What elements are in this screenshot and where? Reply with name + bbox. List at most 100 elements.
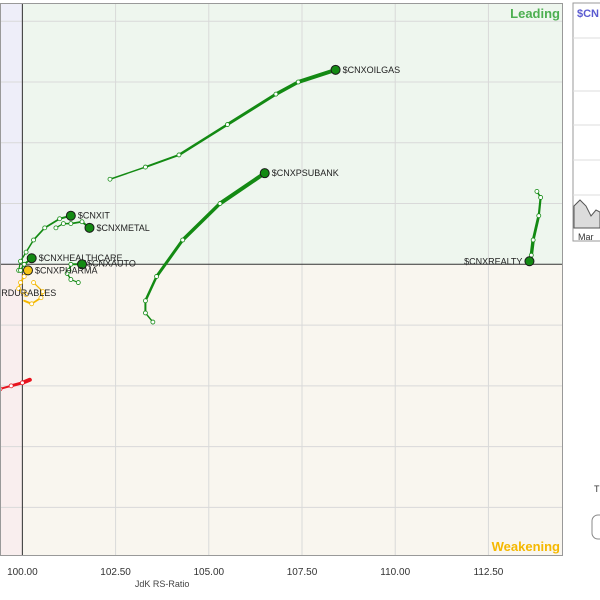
tail-point (150, 319, 156, 325)
weakening-quadrant (22, 264, 564, 556)
symbol-label: $CNXIT (78, 211, 111, 221)
side-partial-text: T (594, 484, 600, 494)
tail-point (57, 216, 63, 222)
tail-point (273, 91, 279, 97)
side-control[interactable] (591, 514, 600, 540)
tail-head[interactable] (65, 210, 76, 221)
lagging-quadrant (0, 264, 23, 556)
tail-consumerdurables[interactable]: CONSUMERDURABLES (0, 280, 56, 307)
tail-point (53, 225, 59, 231)
tail-point (143, 298, 148, 304)
tail-point (68, 277, 74, 282)
tail-point (180, 237, 186, 243)
tail-segment (529, 238, 535, 257)
tail-point (75, 280, 81, 285)
tail-segment (217, 171, 267, 206)
tail-cnxpsubank[interactable]: $CNXPSUBANK (143, 168, 339, 325)
tail-segment (180, 201, 222, 242)
tail-point (143, 164, 148, 170)
tail-point (8, 383, 14, 389)
tail-cnxrealty[interactable]: $CNXREALTY (464, 188, 544, 267)
tail-segment (144, 153, 180, 169)
symbol-label: $CNXHEALTHCARE (39, 253, 123, 263)
x-tick-label: 110.00 (380, 567, 410, 578)
side-month-label: Mar (578, 232, 594, 242)
leading-label: Leading (510, 6, 560, 21)
leading-quadrant (22, 3, 564, 265)
tail-point (79, 219, 85, 225)
tail-point (143, 310, 148, 316)
symbol-label: $CNXAUTO (87, 258, 136, 268)
tail-point (16, 286, 22, 292)
tail-point (225, 122, 230, 127)
rrg-tails: $CNXOILGAS $CNXPSUBANK $CNXREALTY $CNXIT $CN… (0, 64, 544, 392)
tail-cnxmetal[interactable]: $CNXMETAL (53, 219, 150, 233)
weakening-label: Weakening (492, 539, 560, 554)
symbol-label: $CNXPHARMA (35, 265, 98, 275)
x-tick-label: 107.50 (287, 567, 318, 578)
tail-head[interactable] (259, 168, 270, 179)
side-panel-frame (572, 2, 600, 242)
symbol-label: $CNXOILGAS (343, 65, 401, 75)
x-tick-label: 105.00 (193, 567, 224, 578)
tail-cnxoilgas[interactable]: $CNXOILGAS (107, 64, 401, 182)
tail-point (536, 213, 542, 219)
tail-point (295, 79, 301, 85)
tail-point (29, 301, 35, 307)
x-tick-label: 100.00 (7, 567, 38, 578)
tail-point (21, 274, 27, 279)
x-tick-label: 102.50 (100, 567, 131, 578)
tail-point (217, 201, 223, 206)
tail-point (23, 292, 29, 298)
tail-point (538, 195, 544, 200)
symbol-label: $CNXREALTY (464, 256, 522, 266)
tail-point (38, 295, 44, 301)
tail-point (18, 267, 23, 273)
tail-point (42, 225, 48, 231)
tail-head[interactable] (22, 265, 33, 276)
tail-point (31, 280, 36, 285)
tail-segment (537, 196, 542, 217)
symbol-label: $CNXMETAL (96, 223, 149, 233)
tail-point (68, 261, 74, 267)
tail-head[interactable] (77, 259, 88, 270)
tail-cnxpharma[interactable]: $CNXPHARMA (16, 265, 98, 298)
x-axis-ticks: 100.00 102.50 105.00 107.50 110.00 112.50 (7, 567, 504, 578)
grid-lines (0, 3, 563, 556)
tail-head[interactable] (524, 256, 535, 267)
tail-point (60, 221, 66, 226)
side-title-bg (575, 6, 600, 20)
tail-segment (144, 275, 158, 303)
tail-point (66, 267, 72, 273)
tail-point (534, 188, 540, 194)
tail-segment (225, 92, 278, 127)
tail-segment (274, 80, 301, 96)
plot-border (0, 3, 563, 556)
tail-point (107, 176, 113, 182)
tail-segment (109, 166, 147, 180)
tail-point (530, 237, 536, 243)
tail-head[interactable] (330, 64, 341, 75)
x-tick-label: 112.50 (474, 567, 504, 578)
tail-segment (43, 217, 61, 229)
plot-area: Leading Weakening $CNXOILGAS$CNXPSUBANK$… (0, 3, 564, 556)
tail-segment (531, 214, 541, 242)
tail-point (31, 237, 36, 243)
tail-point (18, 280, 23, 285)
tail-point (19, 289, 25, 295)
side-panel-title: $CN (577, 8, 599, 20)
tail-segment (177, 123, 229, 157)
tail-point (18, 258, 23, 264)
tail-head[interactable] (26, 253, 37, 264)
tail-cnxauto[interactable]: $CNXAUTO (64, 258, 136, 285)
tail-unnamed[interactable] (0, 377, 32, 392)
tail-head[interactable] (84, 222, 95, 233)
tail-point (23, 249, 29, 255)
tail-cnxhealthcare[interactable]: $CNXHEALTHCARE (18, 253, 123, 273)
symbol-label: $CNXPSUBANK (272, 168, 339, 178)
tail-point (68, 221, 74, 226)
improving-quadrant (0, 3, 23, 265)
tail-point (176, 152, 182, 158)
tail-point (154, 274, 159, 279)
